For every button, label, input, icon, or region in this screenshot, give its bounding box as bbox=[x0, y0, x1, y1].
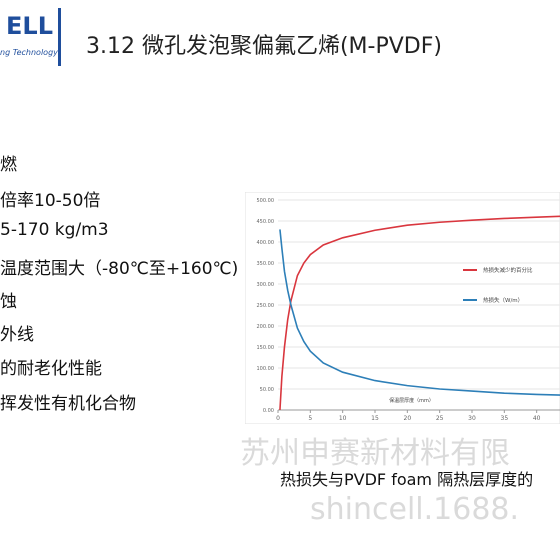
bullet: 温度范围大（-80℃至+160℃) bbox=[0, 259, 239, 279]
x-tick-label: 15 bbox=[371, 415, 379, 422]
x-tick-label: 5 bbox=[308, 415, 312, 422]
y-tick-label: 350.00 bbox=[257, 261, 275, 267]
x-tick-label: 20 bbox=[404, 415, 412, 422]
bullet: 蚀 bbox=[0, 292, 17, 312]
watermark: 苏州申赛新材料有限 bbox=[240, 436, 510, 471]
chart: 0.00 50.00 100.00 150.00 200.00 250.00 300.00 3… bbox=[245, 192, 560, 424]
y-tick-label: 400.00 bbox=[257, 240, 275, 246]
y-tick-label: 500.00 bbox=[257, 198, 275, 204]
y-tick-label: 0.00 bbox=[263, 408, 274, 414]
watermark: shincell.1688. bbox=[310, 492, 520, 527]
x-tick-label: 40 bbox=[533, 415, 541, 422]
line bbox=[279, 215, 560, 411]
bullet: 的耐老化性能 bbox=[0, 359, 102, 379]
bullet: 挥发性有机化合物 bbox=[0, 394, 136, 414]
y-tick-label: 50.00 bbox=[260, 387, 274, 393]
x-tick-label: 30 bbox=[468, 415, 476, 422]
divider bbox=[58, 8, 61, 66]
y-tick-label: 300.00 bbox=[257, 282, 275, 288]
legend-label: 热损失（W/m） bbox=[483, 296, 523, 304]
bullet: 倍率10-50倍 bbox=[0, 191, 101, 211]
y-tick-label: 250.00 bbox=[257, 303, 275, 309]
caption: 热损失与PVDF foam 隔热层厚度的 bbox=[280, 470, 534, 489]
y-tick-label: 100.00 bbox=[257, 366, 275, 372]
x-tick-label: 35 bbox=[501, 415, 509, 422]
x-axis-label: 保温层厚度（mm） bbox=[389, 397, 434, 404]
y-tick-label: 200.00 bbox=[257, 324, 275, 330]
bullet: 燃 bbox=[0, 155, 17, 175]
y-tick-label: 150.00 bbox=[257, 345, 275, 351]
bullet: 外线 bbox=[0, 325, 34, 345]
x-tick-label: 10 bbox=[339, 415, 347, 422]
bullet: 5-170 kg/m3 bbox=[0, 220, 109, 240]
line bbox=[279, 229, 560, 396]
x-tick-label: 25 bbox=[436, 415, 444, 422]
title: 3.12 微孔发泡聚偏氟乙烯(M-PVDF) bbox=[86, 34, 442, 59]
x-tick-label: 0 bbox=[276, 415, 280, 422]
logo: ELL bbox=[6, 12, 53, 40]
logo-sub: ng Technology bbox=[0, 48, 58, 57]
legend-label: 热损失减少的百分比 bbox=[483, 266, 533, 274]
y-tick-label: 450.00 bbox=[257, 219, 275, 225]
